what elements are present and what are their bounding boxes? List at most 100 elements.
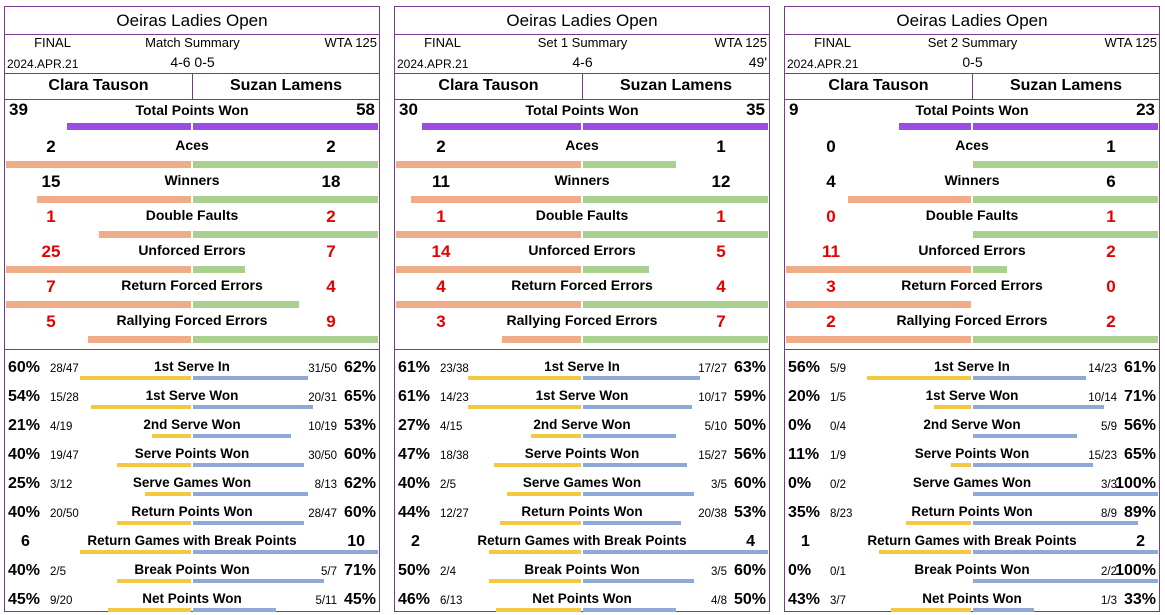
player2-bar (583, 608, 676, 612)
player2-fraction: 8/13 (314, 479, 337, 491)
player2-bar (973, 123, 1158, 130)
player2-bar (193, 550, 378, 554)
player2-fraction: 20/31 (308, 392, 337, 404)
summary-label: Match Summary (145, 35, 240, 50)
player2-bar (973, 550, 1158, 554)
player1-bar (786, 266, 971, 273)
player1-fraction: 1/9 (830, 450, 846, 462)
player1-percent: 1 (801, 533, 810, 550)
serve-stat-row: 1st Serve In 61% 63% 23/38 17/27 (395, 352, 769, 381)
stat-label: 1st Serve In (154, 359, 230, 374)
player2-bar (583, 123, 768, 130)
player1-bar (66, 123, 191, 130)
stat-row: Rallying Forced Errors 2 2 (785, 310, 1159, 345)
player1-bar (878, 550, 971, 554)
stat-label: 1st Serve Won (925, 388, 1019, 403)
player1-bar (488, 550, 581, 554)
player2-bar (583, 405, 693, 409)
stat-label: Unforced Errors (138, 242, 246, 258)
player1-fraction: 0/2 (830, 479, 846, 491)
stat-row: Double Faults 1 2 (5, 205, 379, 240)
score: 0-5 (962, 54, 983, 70)
player2-fraction: 8/9 (1101, 508, 1117, 520)
player2-bar (193, 521, 304, 525)
player2-bar (973, 376, 1086, 380)
player2-fraction: 2/2 (1101, 566, 1117, 578)
player2-name: Suzan Lamens (229, 77, 343, 94)
player1-bar (422, 123, 581, 130)
player2-value: 58 (356, 100, 375, 119)
player1-percent: 60% (8, 359, 41, 376)
player1-percent: 47% (398, 446, 431, 463)
player2-bar (583, 550, 768, 554)
stat-label: Net Points Won (142, 591, 242, 606)
stat-row: Double Faults 0 1 (785, 205, 1159, 240)
player2-fraction: 5/10 (704, 421, 727, 433)
player1-value: 3 (826, 277, 836, 296)
player2-value: 4 (716, 277, 726, 296)
player2-percent: 45% (343, 591, 376, 608)
player1-fraction: 4/19 (50, 421, 73, 433)
stat-row: Rallying Forced Errors 5 9 (5, 310, 379, 345)
player1-bar (88, 336, 191, 343)
serve-stat-row: Net Points Won 43% 33% 3/7 1/3 (785, 584, 1159, 613)
player2-bar (193, 123, 378, 130)
serve-stat-row: Break Points Won 0% 100% 0/1 2/2 (785, 555, 1159, 584)
player2-fraction: 17/27 (698, 363, 727, 375)
player1-percent: 40% (8, 446, 41, 463)
player2-bar (583, 231, 768, 238)
stat-row: Return Forced Errors 3 0 (785, 275, 1159, 310)
stat-label: Winners (944, 172, 1000, 188)
player2-percent: 65% (343, 388, 376, 405)
serve-stat-row: Serve Points Won 11% 65% 1/9 15/23 (785, 439, 1159, 468)
player2-fraction: 28/47 (308, 508, 337, 520)
player2-fraction: 14/23 (1088, 363, 1117, 375)
player2-percent: 62% (343, 359, 376, 376)
stat-label: Serve Points Won (914, 446, 1030, 461)
player1-fraction: 15/28 (50, 392, 79, 404)
player1-bar (80, 376, 191, 380)
duration: 49' (748, 54, 767, 70)
player1-value: 15 (41, 172, 61, 191)
player2-fraction: 4/8 (711, 595, 727, 607)
player1-name: Clara Tauson (828, 77, 929, 94)
player2-percent: 61% (1123, 359, 1156, 376)
match-date: 2024.APR.21 (397, 57, 469, 71)
player1-percent: 0% (788, 417, 812, 434)
player1-bar (117, 463, 191, 467)
player1-fraction: 9/20 (50, 595, 73, 607)
divider (582, 73, 583, 99)
player2-value: 12 (711, 172, 731, 191)
serve-stat-row: Return Games with Break Points 6 10 (5, 526, 379, 555)
tournament-title: Oeiras Ladies Open (896, 11, 1048, 30)
match-date: 2024.APR.21 (7, 57, 79, 71)
player1-bar (6, 161, 191, 168)
player2-fraction: 3/5 (711, 566, 727, 578)
player1-value: 11 (822, 242, 840, 261)
player1-name: Clara Tauson (48, 77, 149, 94)
player1-bar (144, 492, 191, 496)
player2-value: 9 (326, 312, 336, 331)
divider (5, 99, 379, 100)
serve-stat-row: Serve Games Won 25% 62% 3/12 8/13 (5, 468, 379, 497)
player2-bar (193, 266, 245, 273)
player2-fraction: 5/11 (315, 595, 337, 607)
stat-row: Aces 2 2 (5, 135, 379, 170)
player2-percent: 65% (1123, 446, 1156, 463)
player2-value: 2 (1106, 242, 1116, 261)
player1-bar (906, 521, 971, 525)
player2-bar (193, 492, 308, 496)
player1-percent: 6 (21, 533, 30, 550)
score: 4-6 (572, 54, 593, 70)
stat-row: Aces 0 1 (785, 135, 1159, 170)
player2-value: 2 (326, 137, 336, 156)
stat-row: Unforced Errors 25 7 (5, 240, 379, 275)
player2-fraction: 1/3 (1101, 595, 1117, 607)
serve-stat-row: Serve Games Won 40% 60% 2/5 3/5 (395, 468, 769, 497)
player1-bar (36, 196, 191, 203)
stat-row: Return Forced Errors 4 4 (395, 275, 769, 310)
player2-value: 2 (1106, 312, 1116, 331)
player2-value: 35 (746, 100, 765, 119)
serve-stat-row: 1st Serve Won 61% 59% 14/23 10/17 (395, 381, 769, 410)
player1-value: 2 (826, 312, 836, 331)
